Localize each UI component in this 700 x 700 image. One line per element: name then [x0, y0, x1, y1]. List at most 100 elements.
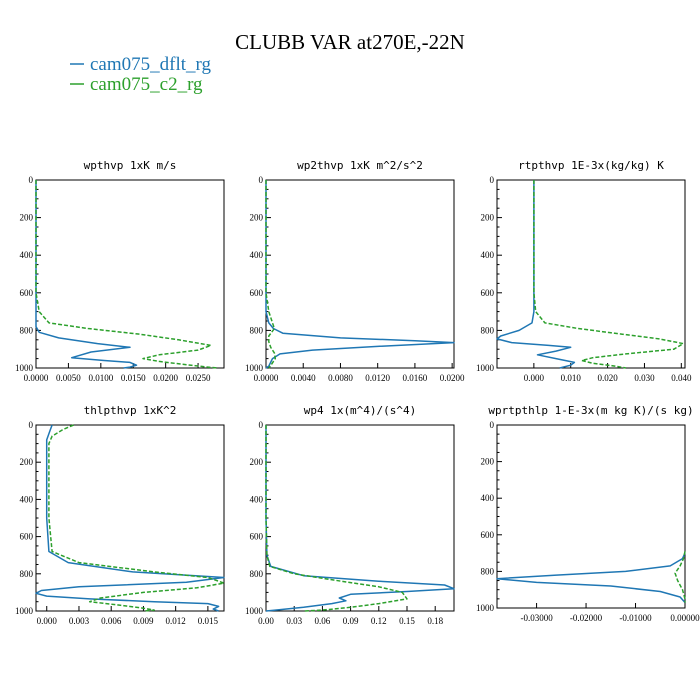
y-tick-label: 400: [20, 494, 34, 504]
y-tick-label: 400: [481, 493, 495, 503]
y-tick-label: 200: [481, 213, 495, 223]
plot-frame: [35, 424, 225, 612]
y-tick-label: 1000: [15, 363, 34, 373]
y-tick-label: 0: [259, 420, 264, 430]
x-tick-label: 0.015: [198, 616, 219, 626]
series-line-cam075_dflt_rg: [496, 552, 686, 603]
x-tick-label: 0.020: [597, 373, 618, 383]
series-line-cam075_c2_rg: [35, 180, 218, 369]
y-tick-label: 800: [20, 325, 34, 335]
figure-legend: cam075_dflt_rg cam075_c2_rg: [70, 54, 212, 95]
y-tick-label: 0: [490, 420, 495, 430]
x-tick-label: 0.0250: [186, 373, 211, 383]
panel-title: wprtpthlp 1-E-3x(m kg K)/(s kg): [488, 404, 693, 417]
x-tick-label: 0.15: [399, 616, 415, 626]
series-line-cam075_c2_rg: [265, 425, 408, 612]
legend-label-1: cam075_c2_rg: [90, 74, 203, 95]
y-tick-label: 600: [250, 288, 264, 298]
series-line-cam075_dflt_rg: [35, 180, 138, 369]
plot-frame: [496, 424, 686, 609]
y-tick-label: 600: [481, 288, 495, 298]
x-tick-label: 0.12: [371, 616, 387, 626]
y-tick-label: 600: [250, 532, 264, 542]
x-tick-label: 0.0000: [24, 373, 49, 383]
series-line-cam075_dflt_rg: [35, 424, 225, 612]
y-tick-label: 600: [481, 530, 495, 540]
y-tick-label: 1000: [476, 603, 495, 613]
series-line-cam075_dflt_rg: [265, 425, 455, 612]
x-tick-label: 0.03: [286, 616, 302, 626]
panel-title: wp2thvp 1xK m^2/s^2: [297, 159, 423, 172]
y-tick-label: 0: [29, 420, 34, 430]
x-tick-label: 0.0150: [121, 373, 146, 383]
x-tick-label: 0.09: [343, 616, 359, 626]
y-tick-label: 800: [250, 325, 264, 335]
x-tick-label: 0.030: [634, 373, 655, 383]
panel-title: rtpthvp 1E-3x(kg/kg) K: [518, 159, 664, 172]
y-tick-label: 600: [20, 288, 34, 298]
x-tick-label: 0.006: [101, 616, 122, 626]
x-tick-label: 0.000: [524, 373, 545, 383]
x-tick-label: 0.00: [258, 616, 274, 626]
figure-title: CLUBB VAR at270E,-22N: [235, 30, 465, 54]
y-tick-label: 1000: [476, 363, 495, 373]
chart-panel-6: wprtpthlp 1-E-3x(m kg K)/(s kg) 0 200 400 60…: [476, 404, 700, 623]
y-tick-label: 400: [250, 250, 264, 260]
panel-title: wpthvp 1xK m/s: [84, 159, 177, 172]
y-tick-label: 800: [20, 569, 34, 579]
series-line-cam075_c2_rg: [48, 424, 225, 612]
y-tick-label: 200: [481, 457, 495, 467]
x-tick-label: 0.00000: [670, 613, 700, 623]
x-tick-label: 0.0160: [403, 373, 428, 383]
x-tick-label: 0.0200: [440, 373, 465, 383]
legend-label-0: cam075_dflt_rg: [90, 54, 212, 75]
y-tick-label: 1000: [245, 363, 264, 373]
x-tick-label: 0.040: [671, 373, 692, 383]
x-tick-label: 0.009: [133, 616, 154, 626]
x-tick-label: -0.03000: [520, 613, 553, 623]
x-tick-label: 0.18: [427, 616, 443, 626]
chart-panel-3: rtpthvp 1E-3x(kg/kg) K 0 200 400 600 800 1000 0…: [476, 159, 692, 383]
series-line-cam075_dflt_rg: [496, 180, 576, 369]
series-line-cam075_dflt_rg: [265, 180, 455, 369]
plot-frame: [265, 179, 455, 369]
y-tick-label: 400: [20, 250, 34, 260]
y-tick-label: 1000: [245, 606, 264, 616]
x-tick-label: -0.02000: [570, 613, 603, 623]
y-tick-label: 200: [250, 213, 264, 223]
y-tick-label: 600: [20, 532, 34, 542]
y-tick-label: 0: [490, 175, 495, 185]
y-tick-label: 1000: [15, 606, 34, 616]
series-line-cam075_c2_rg: [265, 180, 277, 369]
y-tick-label: 200: [250, 457, 264, 467]
chart-panel-2: wp2thvp 1xK m^2/s^2020040060080010000.00…: [245, 159, 465, 383]
y-tick-label: 400: [481, 250, 495, 260]
x-tick-label: 0.0050: [56, 373, 81, 383]
y-tick-label: 0: [259, 175, 264, 185]
y-tick-label: 800: [481, 566, 495, 576]
x-tick-label: 0.0100: [88, 373, 113, 383]
y-tick-label: 0: [29, 175, 34, 185]
x-tick-label: 0.012: [166, 616, 186, 626]
plot-frame: [496, 179, 686, 369]
y-tick-label: 200: [20, 457, 34, 467]
y-tick-label: 800: [250, 569, 264, 579]
panel-title: thlpthvp 1xK^2: [84, 404, 177, 417]
x-tick-label: 0.0000: [254, 373, 279, 383]
x-tick-label: 0.0120: [365, 373, 390, 383]
y-tick-label: 200: [20, 213, 34, 223]
panel-title: wp4 1x(m^4)/(s^4): [304, 404, 417, 417]
y-tick-label: 800: [481, 325, 495, 335]
x-tick-label: 0.003: [69, 616, 90, 626]
x-tick-label: 0.06: [315, 616, 331, 626]
x-tick-label: 0.000: [37, 616, 58, 626]
x-tick-label: 0.0080: [328, 373, 353, 383]
x-tick-label: 0.010: [561, 373, 582, 383]
y-tick-label: 400: [250, 494, 264, 504]
x-tick-label: -0.01000: [619, 613, 652, 623]
plot-frame: [265, 424, 455, 612]
x-tick-label: 0.0040: [291, 373, 316, 383]
